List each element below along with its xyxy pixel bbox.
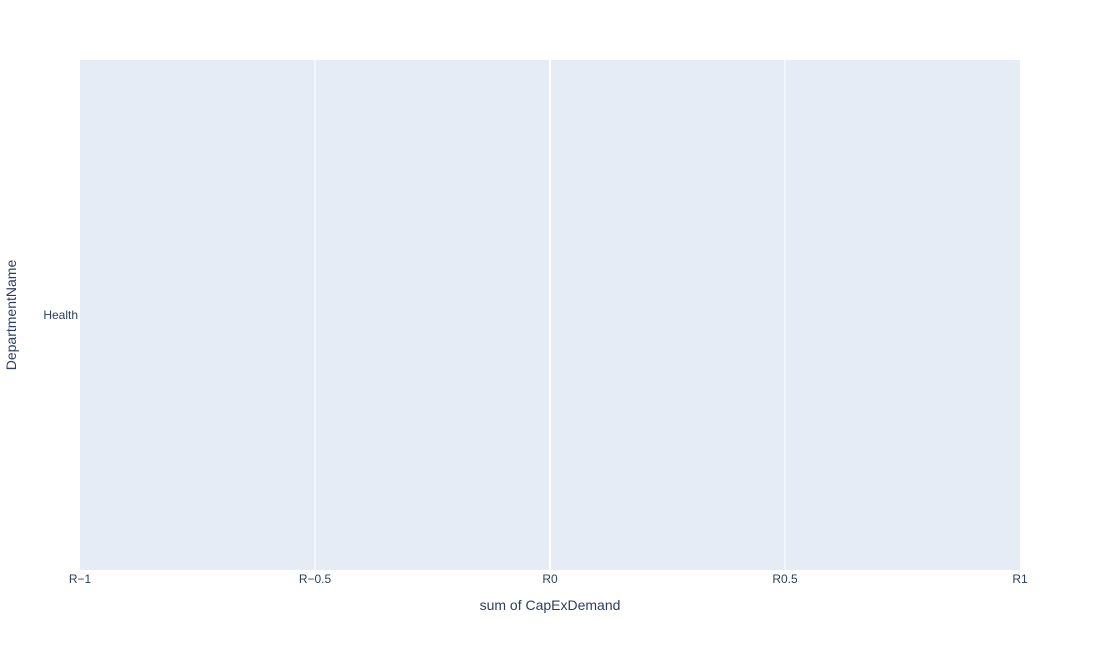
y-tick-label: Health	[43, 308, 78, 322]
x-axis-ticks: R−1 R−0.5 R0 R0.5 R1	[69, 572, 1028, 586]
x-tick-label: R−1	[69, 572, 92, 586]
x-tick-label: R1	[1012, 572, 1028, 586]
y-axis-title: DepartmentName	[3, 260, 19, 371]
x-tick-label: R0.5	[772, 572, 798, 586]
x-tick-label: R−0.5	[299, 572, 332, 586]
y-axis-ticks: Health	[43, 308, 78, 322]
x-axis-title: sum of CapExDemand	[480, 597, 621, 613]
grid-lines	[314, 60, 786, 570]
x-tick-label: R0	[542, 572, 558, 586]
